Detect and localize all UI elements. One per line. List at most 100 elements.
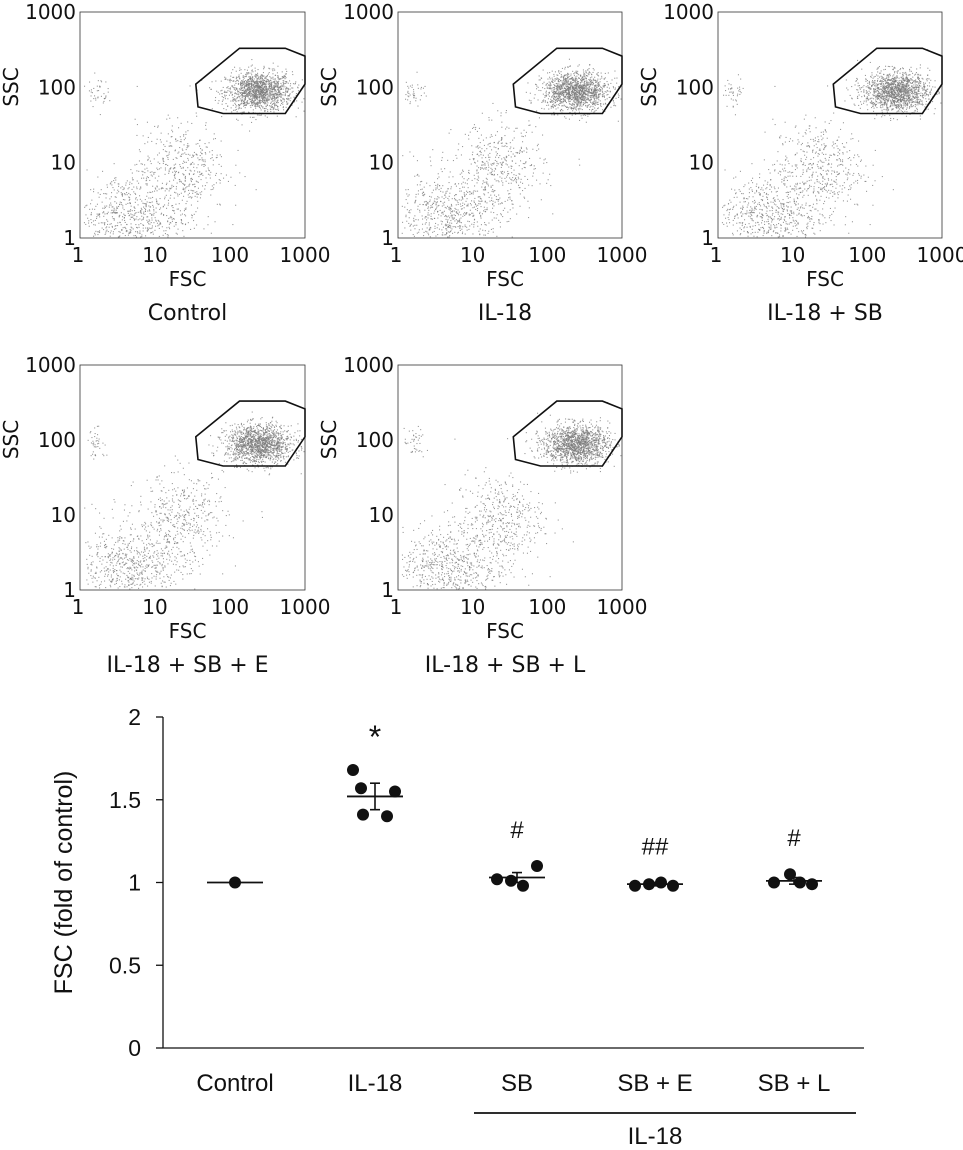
event-dot <box>616 82 618 84</box>
event-dot <box>175 138 177 140</box>
event-dot <box>425 230 427 232</box>
event-dot <box>99 85 101 87</box>
event-dot <box>413 96 415 98</box>
event-dot <box>260 82 262 84</box>
event-dot <box>85 214 87 216</box>
event-dot <box>412 93 414 95</box>
event-dot <box>218 100 220 102</box>
event-dot <box>286 86 288 88</box>
event-dot <box>163 161 165 163</box>
event-dot <box>460 199 462 201</box>
event-dot <box>104 97 106 99</box>
event-dot <box>587 75 589 77</box>
event-dot <box>549 85 551 87</box>
event-dot <box>150 163 152 165</box>
event-dot <box>200 194 202 196</box>
event-dot <box>177 140 179 142</box>
event-dot <box>459 203 461 205</box>
event-dot <box>602 109 604 111</box>
event-dot <box>583 73 585 75</box>
event-dot <box>175 171 177 173</box>
event-dot <box>585 101 587 103</box>
event-dot <box>166 215 168 217</box>
event-dot <box>582 114 584 116</box>
event-dot <box>248 86 250 88</box>
event-dot <box>170 194 172 196</box>
event-dot <box>180 141 182 143</box>
event-dot <box>487 162 489 164</box>
event-dot <box>201 149 203 151</box>
event-dot <box>479 211 481 213</box>
event-dot <box>582 104 584 106</box>
event-dot <box>544 158 546 160</box>
event-dot <box>183 135 185 137</box>
event-dot <box>126 224 128 226</box>
event-dot <box>202 174 204 176</box>
event-dot <box>195 112 197 114</box>
event-dot <box>175 186 177 188</box>
event-dot <box>108 226 110 228</box>
event-dot <box>85 223 87 225</box>
event-dot <box>584 102 586 104</box>
event-dot <box>609 90 611 92</box>
event-dot <box>407 189 409 191</box>
event-dot <box>224 90 226 92</box>
event-dot <box>119 221 121 223</box>
event-dot <box>899 103 901 105</box>
event-dot <box>538 75 540 77</box>
event-dot <box>269 85 271 87</box>
event-dot <box>454 231 456 233</box>
event-dot <box>479 198 481 200</box>
event-dot <box>271 82 273 84</box>
event-dot <box>480 152 482 154</box>
event-dot <box>272 73 274 75</box>
event-dot <box>903 98 905 100</box>
event-dot <box>893 76 895 78</box>
event-dot <box>280 88 282 90</box>
event-dot <box>130 205 132 207</box>
event-dot <box>250 80 252 82</box>
event-dot <box>287 91 289 93</box>
event-dot <box>246 79 248 81</box>
event-dot <box>486 181 488 183</box>
event-dot <box>576 95 578 97</box>
event-dot <box>277 83 279 85</box>
event-dot <box>511 200 513 202</box>
event-dot <box>478 203 480 205</box>
event-dot <box>557 114 559 116</box>
event-dot <box>176 157 178 159</box>
event-dot <box>572 97 574 99</box>
event-dot <box>501 180 503 182</box>
event-dot <box>601 94 603 96</box>
event-dot <box>559 84 561 86</box>
event-dot <box>466 204 468 206</box>
event-dot <box>572 92 574 94</box>
event-dot <box>104 233 106 235</box>
event-dot <box>477 153 479 155</box>
event-dot <box>894 83 896 85</box>
event-dot <box>253 96 255 98</box>
event-dot <box>433 230 435 232</box>
event-dot <box>450 188 452 190</box>
event-dot <box>482 180 484 182</box>
event-dot <box>448 199 450 201</box>
event-dot <box>573 107 575 109</box>
event-dot <box>450 129 452 131</box>
event-dot <box>419 203 421 205</box>
event-dot <box>139 211 141 213</box>
event-dot <box>112 187 114 189</box>
event-dot <box>553 94 555 96</box>
event-dot <box>888 85 890 87</box>
event-dot <box>208 142 210 144</box>
event-dot <box>245 97 247 99</box>
event-dot <box>546 86 548 88</box>
event-dot <box>162 234 164 236</box>
event-dot <box>191 163 193 165</box>
event-dot <box>580 99 582 101</box>
event-dot <box>575 71 577 73</box>
event-dot <box>159 222 161 224</box>
event-dot <box>529 157 531 159</box>
event-dot <box>179 147 181 149</box>
event-dot <box>479 200 481 202</box>
